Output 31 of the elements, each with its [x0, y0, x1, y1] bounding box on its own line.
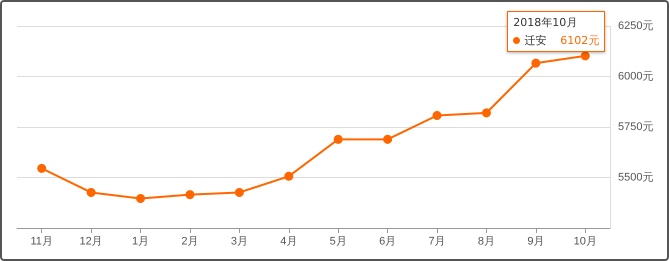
x-tick-label: 5月: [330, 236, 347, 248]
x-tick-label: 11月: [30, 236, 53, 248]
y-tick-label: 5500元: [618, 172, 654, 184]
point: [432, 110, 442, 120]
x-tick-label: 12月: [80, 236, 103, 248]
point: [86, 188, 96, 197]
legend-label: 迁安: [524, 34, 546, 47]
point: [37, 164, 46, 173]
x-tick-label: 7月: [428, 236, 446, 248]
annotation: 2018年10月: [513, 14, 578, 30]
x-tick-label: 1月: [132, 236, 150, 248]
point: [580, 51, 590, 60]
x-tick-label: 3月: [230, 236, 248, 248]
y-tick-label: 6250元: [618, 20, 654, 32]
point: [334, 134, 343, 144]
x-tick-label: 10月: [574, 236, 597, 248]
x-tick-label: 6月: [379, 236, 396, 248]
y-tick-label: 5750元: [618, 121, 654, 133]
x-tick-label: 8月: [478, 236, 496, 248]
point: [284, 172, 294, 181]
point: [136, 194, 146, 204]
data-label: 6102元: [560, 34, 600, 47]
y-tick-label: 6000元: [618, 70, 654, 82]
point: [234, 188, 244, 197]
point: [383, 134, 392, 144]
x-tick-label: 2月: [181, 236, 199, 248]
point: [185, 190, 194, 200]
point: [482, 108, 491, 118]
x-tick-label: 9月: [527, 236, 544, 248]
point: [531, 58, 540, 68]
x-tick-label: 4月: [280, 236, 298, 248]
